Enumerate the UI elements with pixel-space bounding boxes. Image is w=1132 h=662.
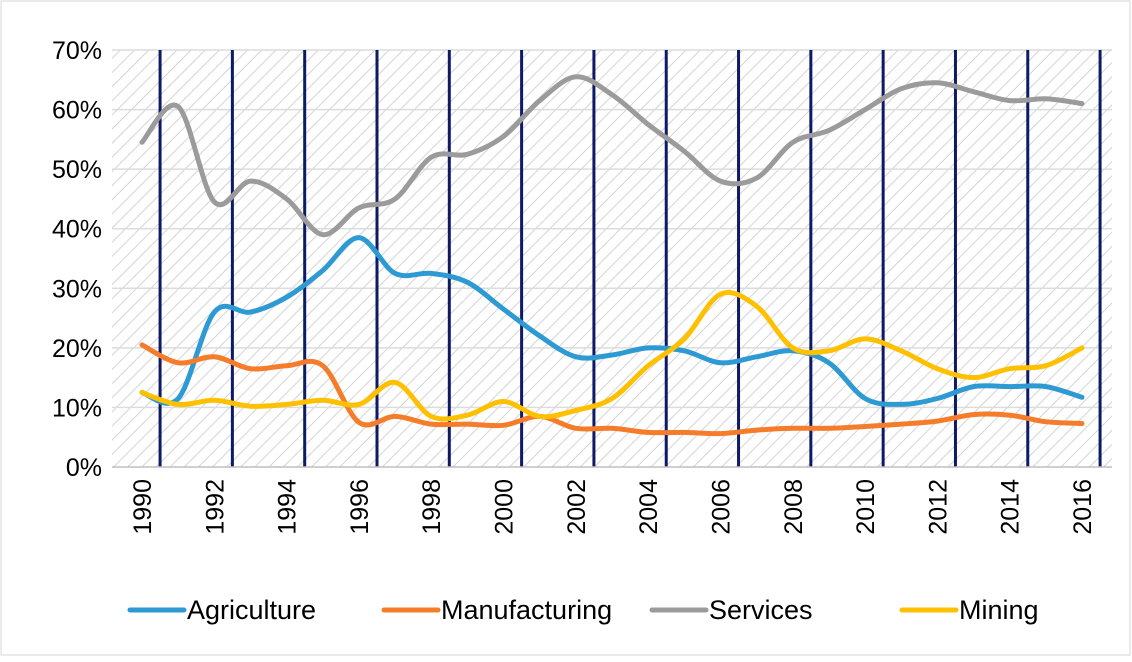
legend-item-manufacturing: Manufacturing	[381, 595, 612, 625]
x-tick-label: 2000	[491, 479, 519, 535]
y-tick-label: 20%	[52, 335, 102, 363]
legend-item-services: Services	[649, 595, 813, 625]
x-tick-label: 1998	[418, 479, 446, 535]
x-tick-label: 2002	[563, 479, 591, 535]
gridlines	[112, 49, 1112, 409]
x-tick-label: 2014	[997, 479, 1025, 535]
y-tick-label: 40%	[52, 216, 102, 244]
series-line-services	[139, 74, 1085, 238]
legend-label: Services	[709, 595, 813, 625]
y-axis-ticks: 0% 10% 20% 30% 40% 50% 60% 70%	[52, 37, 102, 482]
x-tick-label: 2012	[924, 479, 952, 535]
y-tick-label: 50%	[52, 156, 102, 184]
x-tick-label: 2016	[1069, 479, 1097, 535]
x-tick-label: 1996	[346, 479, 374, 535]
series-lines	[139, 74, 1085, 437]
x-tick-label: 1992	[201, 479, 229, 535]
series-line-agriculture	[139, 235, 1085, 407]
y-tick-label: 70%	[52, 37, 102, 65]
x-tick-label: 2010	[852, 479, 880, 535]
x-tick-label: 2006	[707, 479, 735, 535]
series-line-mining	[139, 290, 1085, 422]
x-tick-label: 1994	[274, 479, 302, 535]
y-tick-label: 10%	[52, 394, 102, 422]
legend: Agriculture Manufacturing Services Mining	[127, 595, 1039, 625]
series-line-manufacturing	[139, 342, 1085, 437]
legend-item-mining: Mining	[899, 595, 1039, 625]
x-axis-ticks: 1990 1992 1994 1996 1998 2000 2002 2004 2006 2008…	[129, 479, 1097, 535]
legend-label: Agriculture	[187, 595, 316, 625]
y-tick-label: 30%	[52, 275, 102, 303]
x-tick-label: 1990	[129, 479, 157, 535]
legend-label: Manufacturing	[441, 595, 612, 625]
x-tick-label: 2008	[780, 479, 808, 535]
vertical-markers	[158, 50, 1102, 467]
legend-item-agriculture: Agriculture	[127, 595, 316, 625]
legend-label: Mining	[959, 595, 1039, 625]
y-tick-label: 0%	[66, 454, 102, 482]
x-tick-label: 2004	[635, 479, 663, 535]
y-tick-label: 60%	[52, 97, 102, 125]
